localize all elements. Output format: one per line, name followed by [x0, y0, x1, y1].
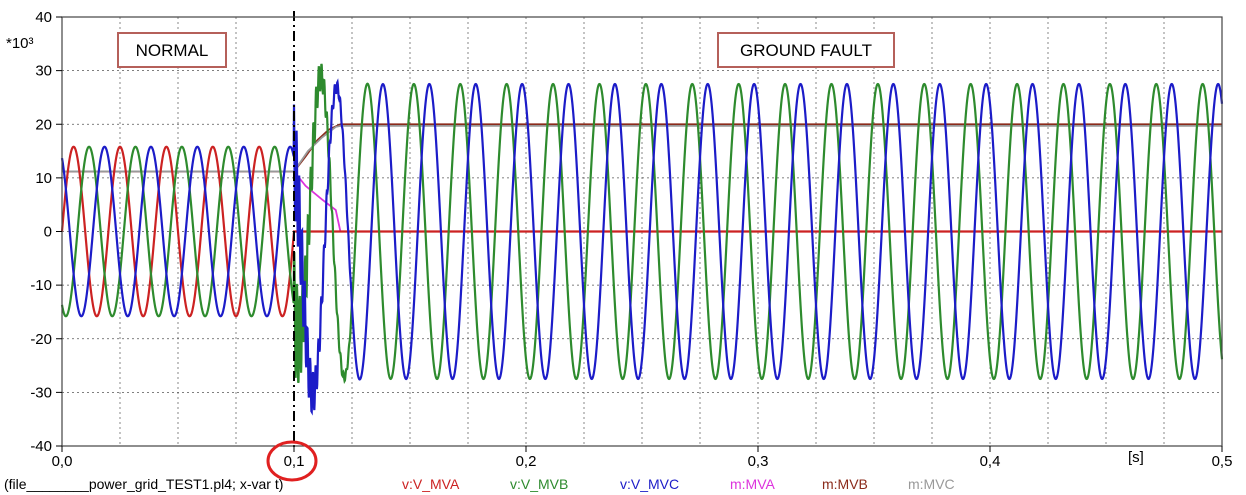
y-tick-label: 20 — [35, 116, 52, 133]
annotation-normal-label: NORMAL — [136, 41, 209, 60]
x-tick-label: 0,5 — [1212, 453, 1233, 470]
x-tick-label: 0,2 — [516, 453, 537, 470]
legend: (file________power_grid_TEST1.pl4; x-var… — [4, 476, 955, 492]
y-multiplier-label: *10³ — [6, 35, 34, 52]
x-unit-label: [s] — [1128, 449, 1144, 466]
series-line-v-v-mvb — [60, 63, 1224, 384]
x-tick-label: 0,0 — [52, 453, 73, 470]
y-tick-label: -30 — [30, 384, 52, 401]
annotation-ground-fault: GROUND FAULT — [717, 32, 895, 68]
y-tick-label: 40 — [35, 9, 52, 26]
y-tick-label: -40 — [30, 438, 52, 455]
series-line-v-v-mvc — [60, 78, 1224, 416]
y-tick-label: -10 — [30, 277, 52, 294]
y-tick-label: 30 — [35, 63, 52, 80]
fault-time-highlight-circle — [266, 440, 318, 482]
legend-entry-m-mvb: m:MVB — [822, 476, 868, 492]
x-tick-label: 0,4 — [980, 453, 1001, 470]
y-tick-label: 10 — [35, 170, 52, 187]
annotation-normal: NORMAL — [117, 32, 227, 68]
legend-entry-v-v-mva: v:V_MVA — [402, 476, 460, 492]
legend-entry-v-v-mvb: v:V_MVB — [510, 476, 568, 492]
legend-entry-m-mvc: m:MVC — [908, 476, 955, 492]
source-file-label: (file________power_grid_TEST1.pl4; x-var… — [4, 476, 283, 492]
x-tick-label: 0,1 — [284, 453, 305, 470]
annotation-ground-fault-label: GROUND FAULT — [740, 41, 872, 60]
axis-ticks: -40 -30 -20 -10 0 10 20 30 40 0,0 0,1 0,2 0,3 0,4 0,5 — [30, 9, 1232, 470]
x-tick-label: 0,3 — [748, 453, 769, 470]
y-tick-label: -20 — [30, 331, 52, 348]
legend-entry-m-mva: m:MVA — [730, 476, 776, 492]
legend-entry-v-v-mvc: v:V_MVC — [620, 476, 679, 492]
y-tick-label: 0 — [44, 224, 52, 241]
